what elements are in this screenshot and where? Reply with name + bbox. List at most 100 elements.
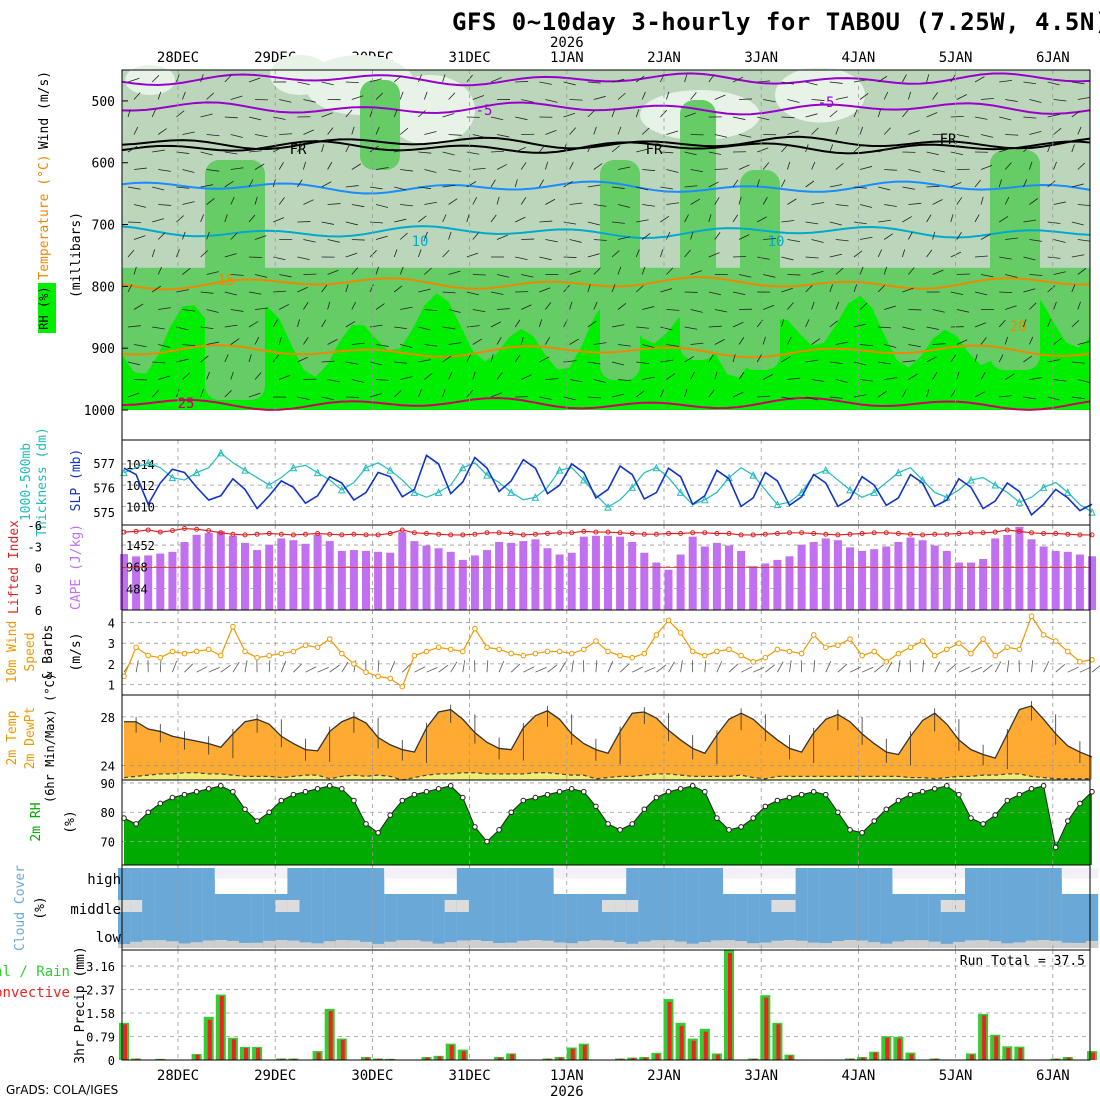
wind-barb (835, 126, 840, 135)
bottom-date-label: 1JAN (550, 1068, 584, 1084)
lifted-index-point (1016, 528, 1022, 534)
thickness-point (870, 488, 879, 496)
wind10-point (750, 659, 757, 665)
dewpoint-line (123, 772, 1092, 781)
contour-label: -5 (818, 95, 835, 111)
cloud-low-fraction (928, 941, 941, 948)
wind-barb (660, 74, 665, 83)
rh2m-point (1028, 785, 1035, 792)
wind-barb (200, 214, 205, 223)
rh2m-point (810, 788, 817, 795)
wind-barb (200, 389, 204, 398)
wind-barb (666, 373, 676, 380)
precip-convective-bar (449, 1045, 454, 1060)
wind-barb (230, 196, 235, 205)
cape-bar (700, 546, 709, 610)
rh2m-point (593, 803, 599, 810)
cape-bar (192, 534, 201, 610)
wind-barb (974, 322, 987, 328)
cloud-low-fraction (880, 943, 893, 948)
top-date-label: 6JAN (1036, 50, 1070, 66)
cape-bar (253, 550, 262, 610)
wind-barb (950, 151, 964, 156)
cloud-low-fraction (323, 941, 336, 948)
wind-barb (684, 249, 691, 258)
wind-barb (980, 97, 994, 100)
cloud-cell-middle (904, 894, 917, 922)
cloud-cell-high (638, 868, 651, 894)
wind-barb (781, 179, 786, 188)
wind-barb (781, 116, 795, 119)
cloud-cell-high (771, 868, 784, 879)
wind-barb (908, 130, 920, 135)
wind-barb (133, 167, 147, 170)
wind-barb (442, 151, 455, 156)
wind-barb (514, 354, 521, 363)
wind10-point (375, 673, 381, 680)
wind-barb (811, 99, 825, 101)
wind-barb (956, 309, 970, 313)
wind-barb (345, 284, 349, 293)
cloud-cell-high (795, 868, 808, 894)
wind-barb (254, 235, 267, 240)
cape-bar (942, 550, 951, 610)
wind10-barb (341, 661, 349, 673)
wind-barb (448, 270, 461, 275)
wind10-point (883, 659, 890, 665)
wind-barb (254, 196, 258, 205)
cloud-cell-high (807, 868, 820, 894)
cloud-low-fraction (1049, 940, 1062, 948)
wind-barb (636, 361, 649, 365)
cloud-low-fraction (1001, 943, 1014, 948)
wind-barb (490, 77, 502, 83)
rh2m-point (762, 803, 769, 810)
cloud-cell-middle (989, 894, 1002, 922)
rh2m-point (919, 788, 926, 795)
cloud-cell-middle (735, 894, 748, 922)
wind-barb (762, 336, 766, 345)
wind-barb (732, 354, 736, 363)
wind-barb (176, 289, 189, 293)
cloud-low-fraction (553, 942, 566, 948)
wind10-barb (414, 666, 426, 673)
wind-barb (133, 344, 147, 348)
thickness-point (821, 466, 830, 474)
wind-barb (980, 164, 993, 170)
cloud-low-fraction (989, 941, 1002, 948)
wind-barb (157, 91, 162, 100)
wind-barb (660, 109, 668, 118)
cape-bar (797, 544, 806, 610)
cloud-cell-middle (420, 894, 433, 922)
wind-barb (496, 274, 510, 278)
wind10-point (605, 648, 611, 655)
precip-convective-bar (873, 1052, 878, 1060)
rh-dry-patch (385, 75, 475, 145)
wind-barb (127, 77, 140, 83)
cloud-low-fraction (239, 942, 252, 948)
rh2m-point (1040, 783, 1047, 789)
wind-barb (762, 162, 770, 170)
wind-barb (738, 196, 742, 205)
wind-barb (569, 202, 583, 205)
grads-credit: GrADS: COLA/IGES (6, 1083, 119, 1097)
cloud-cell-middle (589, 894, 603, 922)
cloud-cell-high (190, 868, 203, 894)
wind-barb (515, 216, 526, 223)
wind-barb (1004, 196, 1010, 205)
rh2m-point (895, 797, 902, 804)
wind-barb (224, 324, 238, 328)
wind-barb (200, 326, 214, 330)
wind-barb (757, 395, 771, 398)
rh2m-point (1052, 844, 1059, 851)
rh2m-point (169, 794, 176, 801)
thickness-tick-label: 577 (93, 457, 115, 471)
wind10-barb (293, 663, 303, 673)
wind10-barb (196, 666, 208, 673)
wind10-barb (450, 661, 458, 673)
wind-barb (157, 232, 166, 240)
wind-barb (641, 266, 646, 275)
wind-barb (617, 92, 626, 100)
wind-barb (1071, 144, 1075, 153)
wind-barb (714, 134, 728, 138)
wind-barb (902, 216, 912, 223)
